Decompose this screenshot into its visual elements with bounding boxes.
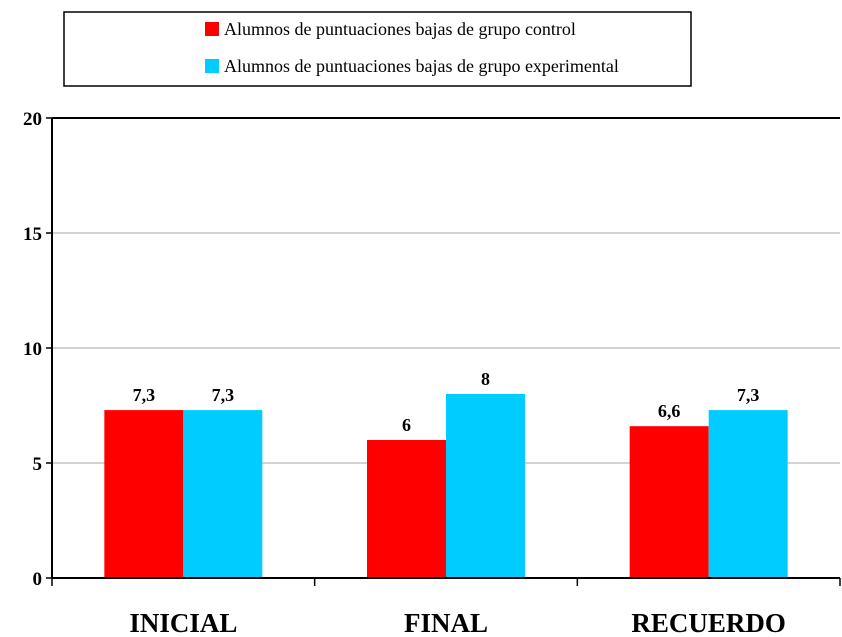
data-label: 7,3	[212, 385, 235, 405]
bar-inicial-series-1	[183, 410, 263, 578]
bar-recuerdo-series-1	[708, 410, 788, 578]
legend: Alumnos de puntuaciones bajas de grupo c…	[63, 11, 692, 87]
data-label: 7,3	[737, 385, 760, 405]
y-tick-label: 10	[23, 339, 42, 360]
legend-box	[63, 11, 692, 87]
bar-inicial-series-0	[104, 410, 184, 578]
data-label: 8	[481, 369, 490, 389]
data-label: 7,3	[133, 385, 156, 405]
bar-recuerdo-series-0	[629, 426, 709, 578]
y-tick-label: 5	[33, 454, 43, 475]
legend-label-experimental: Alumnos de puntuaciones bajas de grupo e…	[224, 56, 619, 76]
legend-swatch-experimental	[205, 59, 219, 73]
y-tick-label: 15	[23, 224, 42, 245]
x-category-label: FINAL	[404, 608, 488, 637]
y-tick-label: 20	[23, 109, 42, 130]
legend-label-control: Alumnos de puntuaciones bajas de grupo c…	[224, 19, 576, 39]
bar-final-series-1	[446, 394, 525, 578]
labels: 0 5 10 15 20 7,3 7,3 INICIAL 6 8 FINAL 6,6 7,3 RECUER…	[23, 109, 786, 637]
y-tick-label: 0	[33, 569, 43, 590]
x-category-label: RECUERDO	[631, 608, 786, 637]
x-category-label: INICIAL	[129, 608, 237, 637]
data-label: 6,6	[658, 401, 681, 421]
bar-final-series-0	[367, 440, 446, 578]
data-label: 6	[402, 415, 411, 435]
axes	[46, 117, 841, 586]
legend-swatch-control	[205, 22, 219, 36]
bars	[104, 394, 788, 578]
